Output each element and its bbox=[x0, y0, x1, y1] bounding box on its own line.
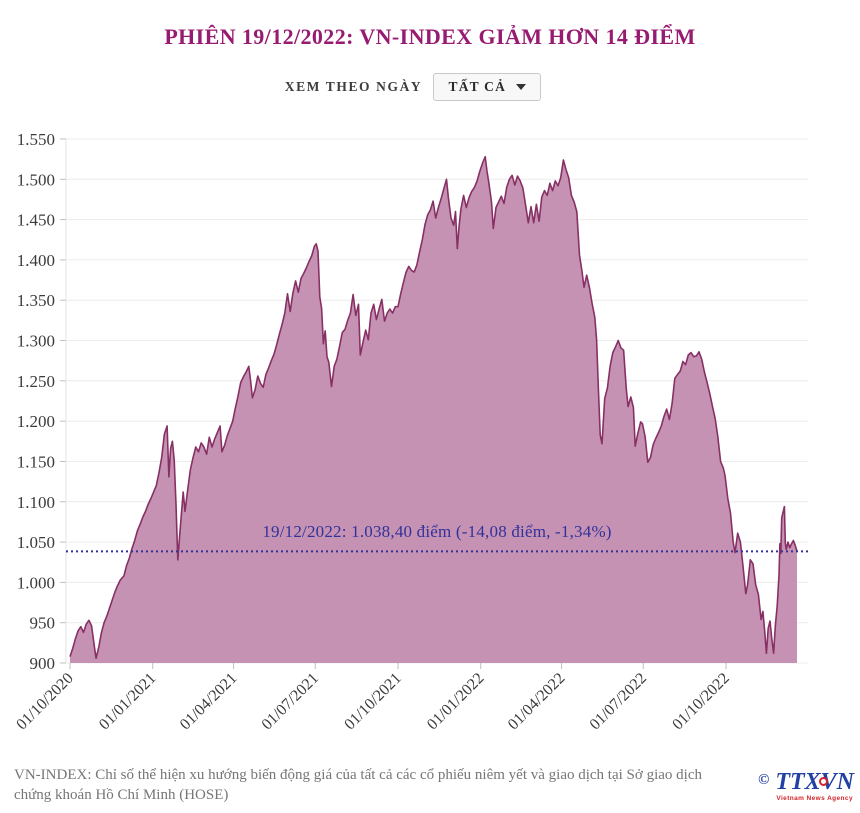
footnote: VN-INDEX: Chỉ số thể hiện xu hướng biến … bbox=[14, 767, 702, 803]
caret-down-icon bbox=[516, 84, 527, 90]
svg-text:1.050: 1.050 bbox=[17, 533, 55, 552]
latest-value-annotation: 19/12/2022: 1.038,40 điểm (-14,08 điểm, … bbox=[262, 522, 612, 541]
svg-text:01/01/2022: 01/01/2022 bbox=[424, 670, 488, 734]
vna-wordmark-block: TTXVN Vietnam News Agency bbox=[775, 770, 854, 802]
globe-icon bbox=[818, 777, 828, 786]
page-title: PHIÊN 19/12/2022: VN-INDEX GIẢM HƠN 14 Đ… bbox=[164, 24, 696, 49]
svg-text:1.450: 1.450 bbox=[17, 211, 55, 230]
svg-text:1.250: 1.250 bbox=[17, 372, 55, 391]
vna-logo: © TTXVN Vietnam News Agency bbox=[758, 770, 854, 802]
svg-text:1.000: 1.000 bbox=[17, 573, 55, 592]
svg-text:1.100: 1.100 bbox=[17, 493, 55, 512]
view-by-label: XEM THEO NGÀY bbox=[284, 79, 423, 94]
svg-text:01/04/2022: 01/04/2022 bbox=[505, 670, 569, 734]
range-dropdown[interactable]: TẤT CẢ bbox=[433, 73, 542, 101]
x-axis: 01/10/2020 01/01/2021 01/04/2021 01/07/2021… bbox=[13, 663, 733, 733]
svg-text:01/07/2021: 01/07/2021 bbox=[259, 670, 323, 734]
svg-text:1.550: 1.550 bbox=[17, 130, 55, 149]
svg-text:1.200: 1.200 bbox=[17, 412, 55, 431]
svg-text:01/10/2021: 01/10/2021 bbox=[341, 670, 405, 734]
svg-text:900: 900 bbox=[30, 654, 56, 673]
view-controls: XEM THEO NGÀY TẤT CẢ bbox=[0, 73, 843, 101]
svg-text:1.300: 1.300 bbox=[17, 332, 55, 351]
svg-text:1.350: 1.350 bbox=[17, 291, 55, 310]
range-dropdown-value: TẤT CẢ bbox=[448, 79, 507, 94]
svg-text:01/07/2022: 01/07/2022 bbox=[587, 670, 651, 734]
copyright-icon: © bbox=[758, 772, 770, 788]
vnindex-area-chart: 900 950 1.000 1.050 1.100 1.150 1.200 1.250 1.30… bbox=[13, 130, 808, 733]
svg-text:01/10/2020: 01/10/2020 bbox=[13, 670, 77, 734]
vna-wordmark: TTXVN bbox=[775, 769, 854, 795]
svg-text:1.150: 1.150 bbox=[17, 453, 55, 472]
svg-text:01/01/2021: 01/01/2021 bbox=[96, 670, 160, 734]
vna-caption: Vietnam News Agency bbox=[776, 795, 853, 802]
svg-text:1.500: 1.500 bbox=[17, 170, 55, 189]
svg-text:01/10/2022: 01/10/2022 bbox=[669, 670, 733, 734]
area-series bbox=[69, 155, 798, 663]
svg-text:01/04/2021: 01/04/2021 bbox=[177, 670, 241, 734]
svg-text:1.400: 1.400 bbox=[17, 251, 55, 270]
svg-text:950: 950 bbox=[30, 614, 56, 633]
